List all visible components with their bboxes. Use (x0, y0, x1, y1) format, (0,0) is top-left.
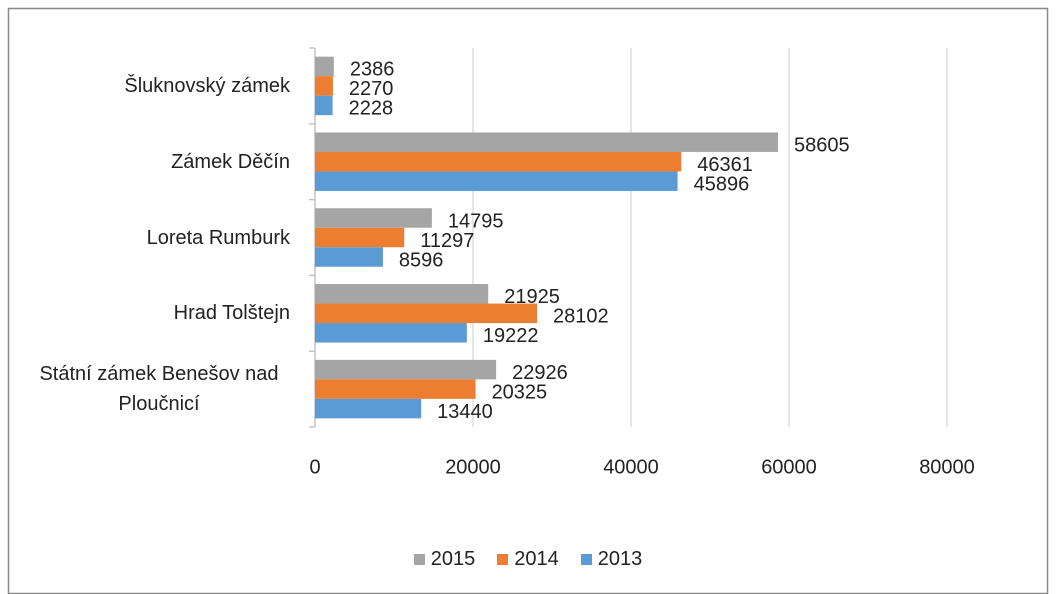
bar (315, 208, 432, 228)
data-label: 11297 (420, 230, 474, 252)
bar (315, 379, 476, 399)
y-tick-label: Šluknovský zámek (124, 71, 290, 101)
data-label: 13440 (437, 401, 493, 423)
bar (315, 76, 333, 96)
x-tick-label: 20000 (445, 456, 501, 478)
legend-item: 2015 (413, 548, 476, 571)
data-label: 58605 (794, 134, 850, 156)
y-tick-label: Státní zámek Benešov nad Ploučnicí (28, 359, 290, 419)
legend-label: 2014 (514, 548, 559, 570)
data-label: 8596 (399, 249, 444, 271)
data-label: 2228 (349, 98, 394, 120)
y-tick-label-text: Zámek Děčín (171, 150, 290, 173)
x-tick-label: 80000 (919, 456, 975, 478)
data-label: 21925 (504, 286, 560, 308)
bar (315, 247, 383, 267)
legend-label: 2015 (430, 548, 476, 570)
data-label: 46361 (697, 154, 753, 176)
bar (315, 398, 422, 419)
bar (315, 132, 778, 152)
x-tick-label: 0 (309, 456, 320, 478)
data-label: 20325 (492, 381, 548, 403)
legend-item: 2014 (497, 548, 559, 571)
bar (315, 171, 678, 191)
data-label: 28102 (553, 306, 609, 328)
data-label: 2270 (349, 78, 394, 100)
data-label: 2386 (350, 59, 395, 81)
legend-swatch (497, 554, 509, 565)
bar (315, 56, 334, 77)
legend-swatch (580, 554, 592, 565)
x-tick-label: 40000 (603, 456, 659, 478)
y-tick-label-text: Loreta Rumburk (146, 226, 290, 249)
legend-swatch (413, 554, 425, 565)
y-tick-label: Loreta Rumburk (147, 223, 290, 253)
data-label: 19222 (483, 325, 539, 347)
bar (315, 227, 405, 248)
x-tick-label: 60000 (761, 456, 817, 478)
legend-item: 2013 (580, 548, 643, 571)
legend: 2015 2014 2013 (0, 548, 1056, 571)
legend-label: 2013 (597, 548, 643, 570)
data-label: 14795 (448, 210, 504, 232)
y-tick-label: Hrad Tolštejn (174, 298, 290, 328)
data-label: 45896 (694, 173, 750, 195)
bar (315, 323, 467, 343)
bar (315, 95, 333, 116)
y-tick-label: Zámek Děčín (171, 147, 290, 177)
y-tick-label-text: Šluknovský zámek (124, 74, 290, 97)
bar (315, 359, 497, 380)
y-tick-label-text: Státní zámek Benešov nad Ploučnicí (39, 363, 279, 416)
data-label: 22926 (512, 362, 568, 384)
bar (315, 151, 682, 172)
bar (315, 303, 538, 324)
y-tick-label-text: Hrad Tolštejn (173, 302, 290, 325)
bar (315, 284, 489, 304)
